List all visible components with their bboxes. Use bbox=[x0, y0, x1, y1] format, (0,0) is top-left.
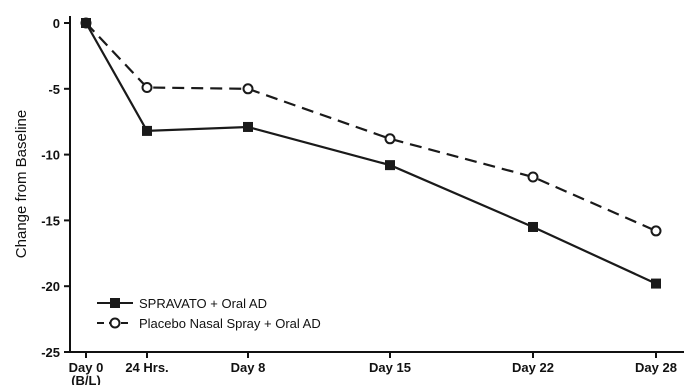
series-line bbox=[85, 22, 657, 232]
series-placebo bbox=[80, 17, 662, 237]
x-tick-label: 24 Hrs. bbox=[125, 360, 168, 375]
series-line bbox=[85, 22, 657, 285]
data-point bbox=[243, 121, 253, 132]
data-point bbox=[384, 133, 396, 145]
y-tick-label: -20 bbox=[41, 279, 60, 294]
y-tick-label: -15 bbox=[41, 213, 60, 228]
legend-entry: Placebo Nasal Spray + Oral AD bbox=[97, 316, 321, 331]
data-point bbox=[528, 221, 538, 232]
legend: SPRAVATO + Oral AD Placebo Nasal Spray + … bbox=[97, 296, 321, 331]
legend-marker bbox=[110, 298, 120, 308]
x-tick-label: Day 15 bbox=[369, 360, 411, 375]
data-point bbox=[527, 171, 539, 183]
x-tick-label: Day 22 bbox=[512, 360, 554, 375]
x-tick-sublabel: (B/L) bbox=[71, 373, 101, 385]
data-point bbox=[141, 81, 153, 93]
data-point bbox=[651, 278, 661, 289]
y-tick-label: -5 bbox=[48, 82, 60, 97]
y-tick-label: 0 bbox=[53, 16, 60, 31]
data-point bbox=[385, 160, 395, 171]
legend-marker bbox=[109, 317, 121, 329]
x-tick-label: Day 28 bbox=[635, 360, 677, 375]
axes: 0 -5 -10 -15 -20 -25 Day 0 24 Hrs. Day 8 Day 15 Da… bbox=[13, 16, 684, 385]
legend-label: Placebo Nasal Spray + Oral AD bbox=[139, 316, 321, 331]
y-tick-label: -25 bbox=[41, 345, 60, 360]
y-tick-label: -10 bbox=[41, 148, 60, 163]
data-point bbox=[81, 18, 91, 28]
data-point bbox=[242, 83, 254, 95]
x-tick-label: Day 0 bbox=[69, 360, 104, 375]
x-tick-label: Day 8 bbox=[231, 360, 266, 375]
legend-entry: SPRAVATO + Oral AD bbox=[97, 296, 267, 311]
data-point bbox=[142, 125, 152, 136]
series-layer bbox=[80, 17, 662, 289]
data-point bbox=[650, 225, 662, 237]
legend-label: SPRAVATO + Oral AD bbox=[139, 296, 267, 311]
y-axis-title: Change from Baseline bbox=[13, 110, 30, 258]
series-spravato bbox=[81, 18, 661, 289]
